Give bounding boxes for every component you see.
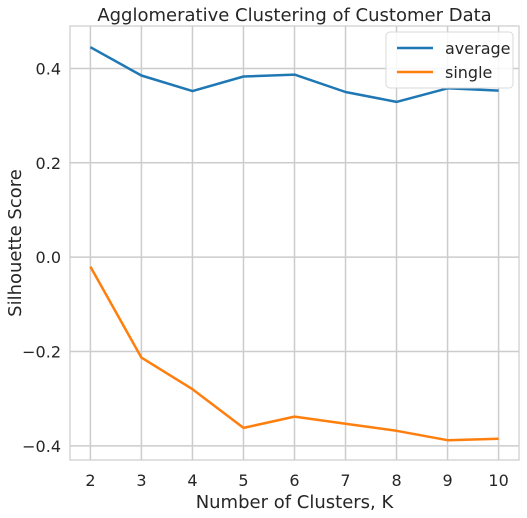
series-lines [89,46,499,442]
legend-label-single: single [445,63,492,82]
x-tick-label: 9 [442,471,452,490]
y-tick-label: 0.0 [36,248,61,267]
series-line-single [89,265,499,442]
chart-title: Agglomerative Clustering of Customer Dat… [97,5,491,26]
x-tick-label: 7 [340,471,350,490]
y-tick-label: 0.4 [36,59,61,78]
y-tick-labels: 0.4 0.2 0.0 −0.2 −0.4 [22,59,61,455]
y-tick-label: −0.2 [22,343,61,362]
y-tick-label: 0.2 [36,154,61,173]
x-tick-label: 8 [391,471,401,490]
x-tick-labels: 2 3 4 5 6 7 8 9 10 [85,471,508,490]
series-line-average [89,46,499,104]
x-tick-label: 3 [136,471,146,490]
x-tick-label: 10 [488,471,508,490]
legend-label-average: average [445,39,511,58]
x-tick-label: 2 [85,471,95,490]
x-tick-label: 5 [238,471,248,490]
x-axis-label: Number of Clusters, K [196,492,395,513]
x-tick-label: 6 [289,471,299,490]
legend-box [385,31,514,89]
legend: average single [385,31,514,89]
y-axis-label: Silhouette Score [5,169,26,317]
grid-lines [70,26,519,460]
y-tick-label: −0.4 [22,437,61,456]
x-tick-label: 4 [187,471,197,490]
